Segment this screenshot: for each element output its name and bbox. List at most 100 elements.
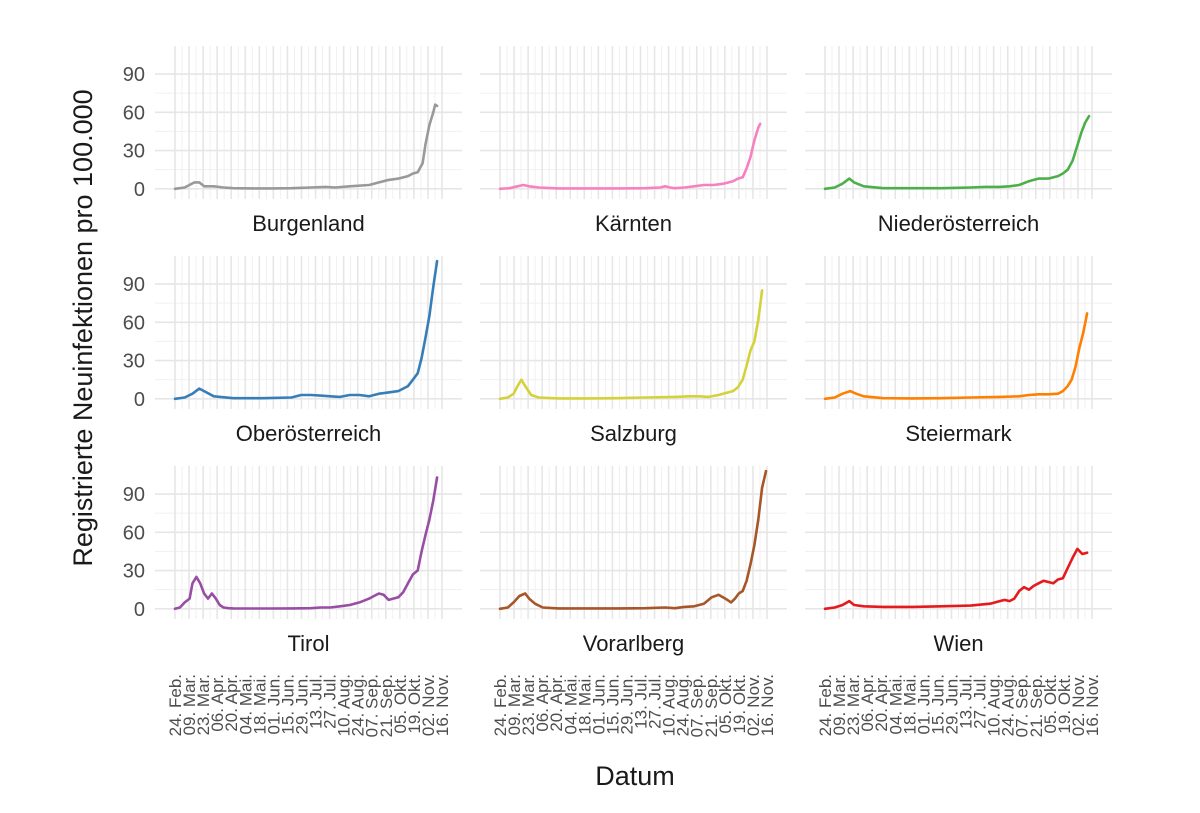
y-tick-label: 0 <box>134 599 145 621</box>
x-tick-label: 15. Jun. <box>603 674 622 735</box>
x-tick-label: 24. Aug. <box>674 674 693 736</box>
series-line-wien <box>823 547 1089 611</box>
x-tick-label: 13. Jul. <box>632 674 651 729</box>
panel-niederoesterreich: Niederösterreich <box>805 46 1112 236</box>
x-tick-label: 01. Jun. <box>914 674 933 735</box>
y-tick-label: 30 <box>123 141 145 163</box>
x-tick-label: 20. Apr. <box>547 674 566 732</box>
x-tick-label: 04. Mai. <box>561 674 580 734</box>
x-tick-label: 18. Mai. <box>250 674 269 734</box>
y-tick-label: 90 <box>123 484 145 506</box>
x-tick-label: 09. Mar. <box>505 674 524 735</box>
series-line-vorarlberg <box>498 469 768 611</box>
x-axis-title: Datum <box>595 761 675 791</box>
x-tick-label: 09. Mar. <box>180 674 199 735</box>
x-tick-label: 24. Aug. <box>349 674 368 736</box>
x-tick-label: 13. Jul. <box>307 674 326 729</box>
x-tick-label: 09. Mar. <box>830 674 849 735</box>
x-tick-label: 24. Feb. <box>816 674 835 736</box>
panel-burgenland: 0 30 60 90 Burgenland <box>123 46 462 236</box>
facet-label-wien: Wien <box>933 631 983 656</box>
y-tick-label: 90 <box>123 64 145 86</box>
x-tick-label: 23. Mar. <box>519 674 538 735</box>
x-tick-label: 10. Aug. <box>335 674 354 736</box>
facet-label-burgenland: Burgenland <box>252 211 365 236</box>
x-tick-label: 29. Jun. <box>943 674 962 735</box>
x-tick-label: 01. Jun. <box>589 674 608 735</box>
x-tick-label: 05. Okt. <box>716 674 735 734</box>
x-tick-label: 23. Mar. <box>844 674 863 735</box>
x-tick-label: 19. Okt. <box>730 674 749 734</box>
x-tick-label: 05. Okt. <box>1041 674 1060 734</box>
x-tick-label: 02. Nov. <box>419 674 438 736</box>
x-tick-label: 02. Nov. <box>744 674 763 736</box>
x-tick-label: 13. Jul. <box>957 674 976 729</box>
series-line-salzburg <box>498 289 764 401</box>
facet-label-vorarlberg: Vorarlberg <box>583 631 685 656</box>
x-tick-label: 07. Sep. <box>1013 674 1032 737</box>
panel-wien: Wien 24. Feb.09. Mar.23. Mar.06. Apr.20. … <box>805 466 1112 737</box>
x-tick-label: 27. Jul. <box>971 674 990 729</box>
x-tick-label: 27. Jul. <box>321 674 340 729</box>
x-tick-label: 29. Jun. <box>293 674 312 735</box>
x-tick-label: 16. Nov. <box>758 674 777 736</box>
x-tick-label: 15. Jun. <box>928 674 947 735</box>
x-tick-label: 24. Feb. <box>491 674 510 736</box>
x-tick-label: 21. Sep. <box>1027 674 1046 737</box>
x-tick-label: 27. Jul. <box>646 674 665 729</box>
panel-vorarlberg: Vorarlberg 24. Feb.09. Mar.23. Mar.06. Ap… <box>480 466 787 737</box>
x-tick-label: 20. Apr. <box>872 674 891 732</box>
x-tick-label: 02. Nov. <box>1069 674 1088 736</box>
y-tick-label: 0 <box>134 389 145 411</box>
series-line-steiermark <box>823 312 1089 401</box>
y-tick-label: 0 <box>134 179 145 201</box>
panel-salzburg: Salzburg <box>480 256 787 446</box>
x-tick-label: 24. Feb. <box>166 674 185 736</box>
x-tick-label: 07. Sep. <box>363 674 382 737</box>
x-tick-label: 04. Mai. <box>236 674 255 734</box>
x-tick-label: 04. Mai. <box>886 674 905 734</box>
x-tick-label: 06. Apr. <box>858 674 877 732</box>
x-tick-label: 23. Mar. <box>194 674 213 735</box>
facet-label-salzburg: Salzburg <box>590 421 677 446</box>
facet-label-steiermark: Steiermark <box>905 421 1012 446</box>
panel-tirol: 0 30 60 90 Tirol 24. Feb.09. Mar.23. Mar.06. … <box>123 466 462 737</box>
x-tick-label: 18. Mai. <box>900 674 919 734</box>
y-axis-title: Registrierte Neuinfektionen pro 100.000 <box>68 89 98 566</box>
panel-steiermark: Steiermark <box>805 256 1112 446</box>
x-tick-label: 24. Aug. <box>999 674 1018 736</box>
panel-oberoesterreich: 0 30 60 90 Oberösterreich <box>123 256 462 446</box>
x-tick-label: 19. Okt. <box>1055 674 1074 734</box>
x-tick-label: 06. Apr. <box>208 674 227 732</box>
x-tick-label: 29. Jun. <box>618 674 637 735</box>
x-tick-label: 19. Okt. <box>405 674 424 734</box>
y-tick-label: 90 <box>123 274 145 296</box>
series-line-niederoesterreich <box>823 114 1091 191</box>
series-line-tirol <box>173 476 439 611</box>
x-tick-label: 06. Apr. <box>533 674 552 732</box>
x-tick-label: 01. Jun. <box>264 674 283 735</box>
panel-kaernten: Kärnten <box>480 46 787 236</box>
series-line-kaernten <box>498 122 762 191</box>
x-tick-label: 15. Jun. <box>278 674 297 735</box>
series-line-burgenland <box>173 103 439 191</box>
y-tick-label: 30 <box>123 561 145 583</box>
y-tick-label: 60 <box>123 522 145 544</box>
x-tick-label: 21. Sep. <box>702 674 721 737</box>
facet-label-oberoesterreich: Oberösterreich <box>236 421 382 446</box>
x-tick-label: 16. Nov. <box>433 674 452 736</box>
x-tick-label: 21. Sep. <box>377 674 396 737</box>
y-tick-label: 60 <box>123 312 145 334</box>
facet-label-tirol: Tirol <box>288 631 330 656</box>
x-tick-label: 20. Apr. <box>222 674 241 732</box>
y-tick-label: 60 <box>123 102 145 124</box>
series-line-oberoesterreich <box>173 259 439 401</box>
x-tick-label: 10. Aug. <box>985 674 1004 736</box>
x-tick-label: 18. Mai. <box>575 674 594 734</box>
y-tick-label: 30 <box>123 351 145 373</box>
x-tick-label: 07. Sep. <box>688 674 707 737</box>
x-tick-label: 05. Okt. <box>391 674 410 734</box>
facet-label-kaernten: Kärnten <box>595 211 672 236</box>
